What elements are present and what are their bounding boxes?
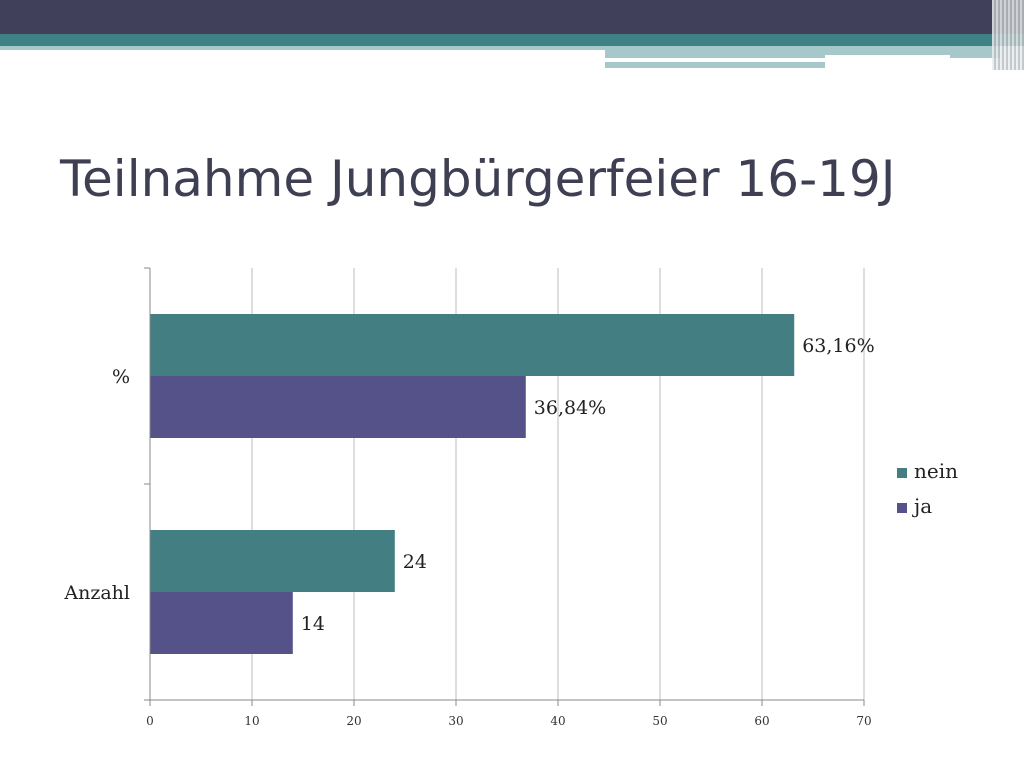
header-accent-line-2 (605, 62, 825, 68)
x-tick-label: 50 (652, 714, 667, 728)
legend-swatch-nein (897, 468, 907, 478)
bar-ja (150, 376, 526, 438)
x-tick-label: 60 (754, 714, 769, 728)
legend-swatch-ja (897, 503, 907, 513)
legend-label-nein: nein (914, 459, 958, 483)
x-tick-label: 20 (346, 714, 361, 728)
category-label: % (112, 366, 130, 388)
data-label: 36,84% (534, 397, 606, 419)
bar-nein (150, 314, 795, 376)
data-label: 63,16% (802, 335, 874, 357)
axes (144, 267, 865, 706)
header-bar-dark (0, 0, 1024, 34)
legend-label-ja: ja (912, 494, 932, 518)
data-label: 14 (301, 613, 325, 635)
bar-ja (150, 592, 293, 654)
category-label: Anzahl (63, 582, 130, 604)
data-label: 24 (403, 551, 427, 573)
bars (150, 314, 795, 654)
legend: nein ja (897, 459, 958, 518)
x-tick-label: 30 (448, 714, 463, 728)
header-bar-light (0, 46, 605, 50)
x-tick-label: 40 (550, 714, 565, 728)
x-tick-label: 70 (856, 714, 871, 728)
header-bar-teal (0, 34, 1024, 46)
bar-nein (150, 530, 395, 592)
x-tick-label: 10 (244, 714, 259, 728)
x-tick-label: 0 (146, 714, 154, 728)
header-accent-line-3 (825, 55, 950, 58)
labels: 0 10 20 30 40 50 60 70 63,16% 36,84%% 24 14 Anzahl (63, 335, 874, 728)
slide-title: Teilnahme Jungbürgerfeier 16-19J (60, 150, 896, 208)
header-stripes (992, 0, 1024, 70)
